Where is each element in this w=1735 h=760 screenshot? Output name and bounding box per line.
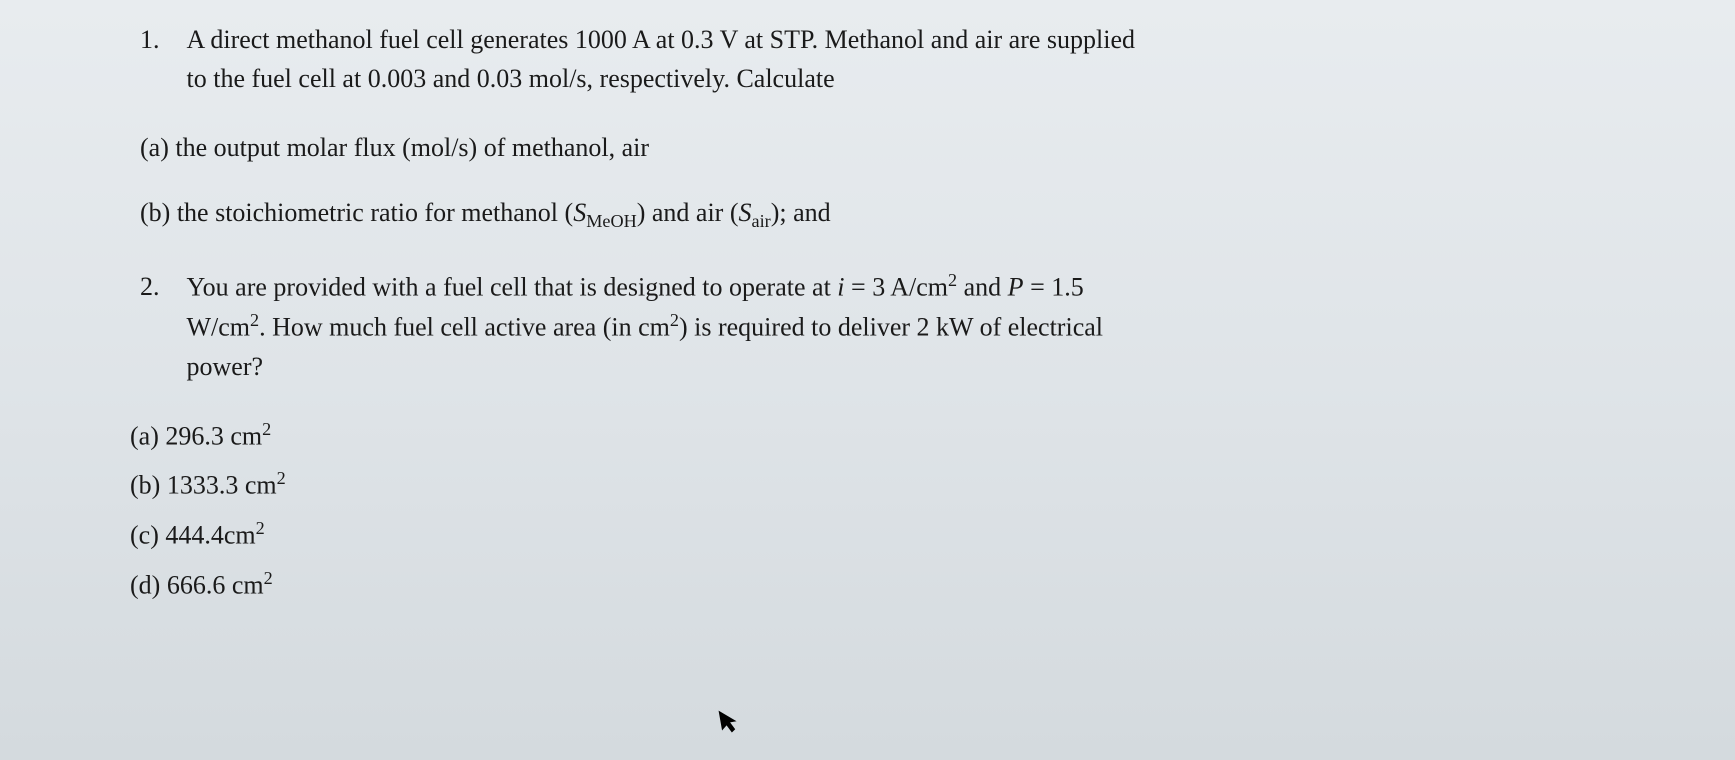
q2-pre: You are provided with a fuel cell that i… <box>187 273 838 302</box>
q1b-mid: ) and air ( <box>637 198 739 227</box>
q1-line2: to the fuel cell at 0.003 and 0.03 mol/s… <box>187 64 835 93</box>
q1b-s2: S <box>739 198 752 227</box>
q2-options: (a) 296.3 cm2 (b) 1333.3 cm2 (c) 444.4cm… <box>130 416 1605 605</box>
opt-b-sq: 2 <box>277 468 286 488</box>
q2-sq3: 2 <box>670 310 679 330</box>
question-2: 2. You are provided with a fuel cell tha… <box>130 267 1605 604</box>
q1b-s1: S <box>573 198 586 227</box>
q1b-pre: (b) the stoichiometric ratio for methano… <box>140 198 573 227</box>
q1b-end: ); and <box>771 198 831 227</box>
q2-sq1: 2 <box>948 270 957 290</box>
q1-part-a: (a) the output molar flux (mol/s) of met… <box>140 128 1605 167</box>
q2-l2mid: . How much fuel cell active area (in cm <box>259 313 670 342</box>
opt-d-sq: 2 <box>264 568 273 588</box>
opt-a-text: (a) 296.3 cm <box>130 421 262 450</box>
q1-text: A direct methanol fuel cell generates 10… <box>187 20 1572 98</box>
q2-i: i <box>837 273 844 302</box>
option-b: (b) 1333.3 cm2 <box>130 465 1605 505</box>
q1-number: 1. <box>140 20 180 59</box>
opt-c-text: (c) 444.4cm <box>130 521 256 550</box>
q1b-sub2: air <box>752 211 771 231</box>
cursor-icon <box>717 707 743 747</box>
q2-l2end: ) is required to deliver 2 kW of electri… <box>679 313 1103 342</box>
option-c: (c) 444.4cm2 <box>130 515 1605 555</box>
q2-ieq: = 3 A/cm <box>845 273 949 302</box>
q2-peq: = 1.5 <box>1024 273 1084 302</box>
option-a: (a) 296.3 cm2 <box>130 416 1605 456</box>
q1-line1: A direct methanol fuel cell generates 10… <box>187 25 1136 54</box>
q1-part-b: (b) the stoichiometric ratio for methano… <box>140 193 1605 235</box>
q2-l2pre: W/cm <box>187 313 251 342</box>
q2-p: P <box>1008 273 1024 302</box>
opt-c-sq: 2 <box>256 518 265 538</box>
q2-l3: power? <box>187 352 264 381</box>
q1b-sub1: MeOH <box>586 211 637 231</box>
opt-d-text: (d) 666.6 cm <box>130 570 264 599</box>
opt-b-text: (b) 1333.3 cm <box>130 471 277 500</box>
q2-and: and <box>957 273 1008 302</box>
q2-sq2: 2 <box>250 310 259 330</box>
q2-number: 2. <box>140 267 180 306</box>
q2-text: You are provided with a fuel cell that i… <box>187 267 1582 385</box>
option-d: (d) 666.6 cm2 <box>130 565 1605 605</box>
opt-a-sq: 2 <box>262 419 271 439</box>
question-1: 1. A direct methanol fuel cell generates… <box>130 20 1605 235</box>
